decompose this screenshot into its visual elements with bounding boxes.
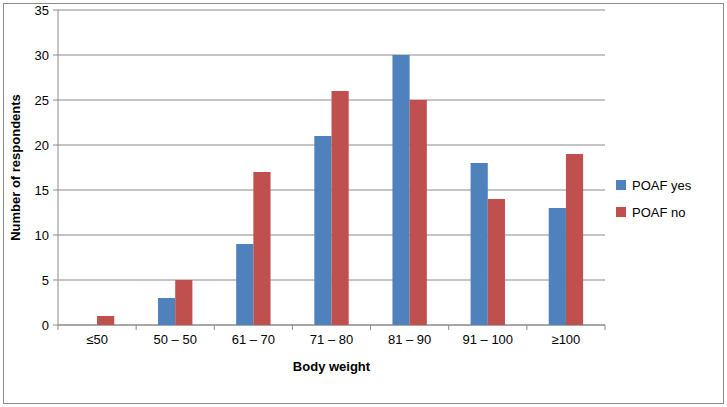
y-tick <box>53 280 58 281</box>
x-tick <box>136 325 137 330</box>
bar <box>97 316 114 325</box>
grid-line <box>58 10 605 11</box>
y-tick-label: 35 <box>35 3 49 18</box>
bar <box>158 298 175 325</box>
y-tick-label: 20 <box>35 138 49 153</box>
chart-svg: 0 5 10 15 20 25 30 35 ≤50 50 – 50 61 – 70 71 – 80 81… <box>0 0 727 407</box>
y-tick <box>53 100 58 101</box>
y-tick <box>53 190 58 191</box>
x-tick <box>605 325 606 330</box>
x-tick-label: 50 – 50 <box>154 332 197 347</box>
y-tick-label: 30 <box>35 48 49 63</box>
bar <box>175 280 192 325</box>
y-axis-title: Number of respondents <box>8 94 23 241</box>
x-tick-label: ≤50 <box>86 332 108 347</box>
x-tick <box>370 325 371 330</box>
bar <box>236 244 253 325</box>
y-tick <box>53 145 58 146</box>
x-tick <box>214 325 215 330</box>
bar <box>566 154 583 325</box>
legend-label: POAF yes <box>632 178 692 193</box>
bars <box>97 55 583 325</box>
bar <box>392 55 409 325</box>
bar <box>549 208 566 325</box>
chart-root: 0 5 10 15 20 25 30 35 ≤50 50 – 50 61 – 70 71 – 80 81… <box>0 0 727 407</box>
x-tick-label: ≥100 <box>552 332 581 347</box>
y-tick-label: 10 <box>35 228 49 243</box>
bar <box>314 136 331 325</box>
y-tick-label: 0 <box>42 318 49 333</box>
y-tick <box>53 325 58 326</box>
y-tick <box>53 10 58 11</box>
x-tick <box>58 325 59 330</box>
chart-frame <box>4 4 724 404</box>
legend-swatch <box>616 207 626 217</box>
x-tick-label: 61 – 70 <box>232 332 275 347</box>
x-tick <box>292 325 293 330</box>
bar <box>253 172 270 325</box>
y-tick <box>53 55 58 56</box>
x-tick <box>526 325 527 330</box>
bar <box>471 163 488 325</box>
legend-swatch <box>616 180 626 190</box>
x-axis-title: Body weight <box>293 359 371 374</box>
x-tick-label: 71 – 80 <box>310 332 353 347</box>
y-tick <box>53 235 58 236</box>
x-tick <box>448 325 449 330</box>
legend-label: POAF no <box>632 205 685 220</box>
y-tick-label: 25 <box>35 93 49 108</box>
grid-line <box>58 55 605 56</box>
y-axis <box>58 10 59 325</box>
y-tick-label: 15 <box>35 183 49 198</box>
bar <box>410 100 427 325</box>
x-tick-label: 91 – 100 <box>462 332 513 347</box>
bar <box>80 325 97 326</box>
bar <box>332 91 349 325</box>
x-tick-label: 81 – 90 <box>388 332 431 347</box>
legend: POAF yes POAF no <box>616 178 692 220</box>
bar <box>488 199 505 325</box>
y-tick-label: 5 <box>42 273 49 288</box>
